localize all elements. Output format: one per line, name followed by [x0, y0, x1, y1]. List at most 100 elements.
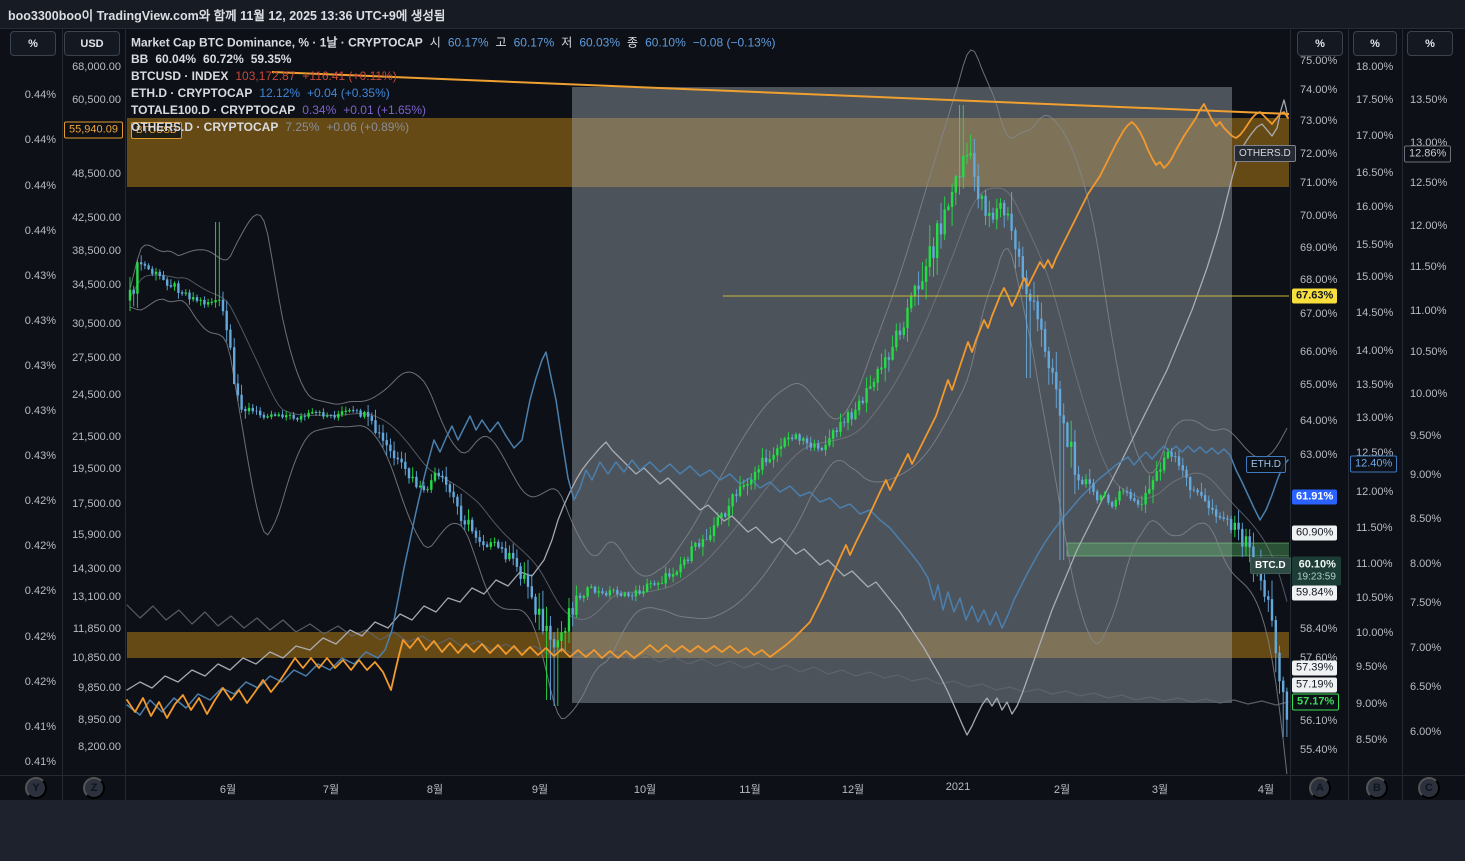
change-value: −0.08 (−0.13%): [692, 35, 776, 50]
scale-badge-a[interactable]: A: [1309, 777, 1331, 799]
high-value: 60.17%: [513, 35, 555, 50]
right-percent-unit-button-c[interactable]: %: [1407, 31, 1453, 56]
bb-name: BB: [131, 52, 149, 66]
scale-b-tick: 16.00%: [1356, 201, 1394, 213]
legend-others-row[interactable]: OTHERS.D · CRYPTOCAP 7.25% +0.06 (+0.89%…: [131, 120, 409, 134]
usd-tick: 30,500.00: [72, 318, 121, 330]
usd-tick: 10,850.00: [72, 652, 121, 664]
symbol-title: Market Cap BTC Dominance, % · 1날 · CRYPT…: [131, 35, 423, 50]
left-pct-tick: 0.42%: [24, 631, 56, 643]
time-tick: 3월: [1151, 784, 1169, 796]
price-label: 61.91%: [1292, 489, 1338, 505]
left-pct-tick: 0.44%: [24, 89, 56, 101]
axis-separator: [1402, 28, 1403, 800]
scale-c-tick: 11.50%: [1410, 261, 1447, 273]
time-tick: 6월: [219, 784, 237, 796]
open-label: 시: [429, 35, 441, 50]
series-tag: BTCUSD: [131, 122, 183, 139]
usd-tick: 38,500.00: [72, 245, 121, 257]
bb-upper: 60.72%: [203, 52, 244, 66]
totale-value: 0.34%: [302, 103, 337, 117]
scale-b-tick: 14.00%: [1356, 345, 1394, 357]
left-percent-unit-button[interactable]: %: [10, 31, 56, 56]
scale-c-tick: 10.00%: [1410, 388, 1448, 400]
legend-totale-row[interactable]: TOTALE100.D · CRYPTOCAP 0.34% +0.01 (+1.…: [131, 103, 426, 117]
usd-tick: 11,850.00: [72, 623, 121, 635]
scale-a-tick: 69.00%: [1300, 242, 1338, 254]
time-tick: 2월: [1053, 784, 1071, 796]
scale-c-tick: 9.50%: [1410, 430, 1442, 442]
price-label: 57.17%: [1292, 693, 1340, 711]
axis-separator: [125, 28, 126, 800]
scale-a-tick: 63.00%: [1300, 449, 1338, 461]
legend-btcusd-row[interactable]: BTCUSD · INDEX 103,172.87 +116.41 (+0.11…: [131, 69, 397, 83]
right-percent-unit-button-a[interactable]: %: [1297, 31, 1343, 56]
scale-c-tick: 10.50%: [1410, 346, 1448, 358]
high-label: 고: [495, 35, 507, 50]
scale-b-tick: 8.50%: [1356, 734, 1388, 746]
legend-ethd-row[interactable]: ETH.D · CRYPTOCAP 12.12% +0.04 (+0.35%): [131, 86, 390, 100]
candle-bodies-down: [132, 152, 1289, 720]
scale-b-tick: 9.00%: [1356, 698, 1388, 710]
time-tick: 4월: [1257, 784, 1275, 796]
bb-basis-line: [129, 187, 1288, 620]
series-tag: OTHERS.D: [1234, 145, 1296, 162]
scale-a-tick: 64.00%: [1300, 415, 1338, 427]
close-label: 종: [627, 35, 639, 50]
usd-tick: 13,100.00: [72, 591, 121, 603]
time-tick: 9월: [531, 784, 549, 796]
scale-b-tick: 15.50%: [1356, 239, 1394, 251]
price-label: 55,940.09: [64, 121, 123, 139]
right-percent-unit-button-b[interactable]: %: [1353, 31, 1397, 56]
scale-c-tick: 6.50%: [1410, 681, 1442, 693]
left-pct-tick: 0.42%: [24, 676, 56, 688]
scale-a-tick: 71.00%: [1300, 177, 1338, 189]
price-label: 57.19%: [1292, 677, 1338, 693]
usd-tick: 27,500.00: [72, 352, 121, 364]
scale-b-tick: 16.50%: [1356, 167, 1394, 179]
current-price-countdown-label: 60.10% 19:23:59: [1292, 556, 1341, 586]
candle-wicks-up: [129, 105, 1258, 706]
scale-c-tick: 13.50%: [1410, 94, 1448, 106]
scale-badge-z[interactable]: Z: [83, 777, 105, 799]
btcusd-change: +116.41 (+0.11%): [302, 69, 397, 83]
scale-badge-b[interactable]: B: [1366, 777, 1388, 799]
low-value: 60.03%: [579, 35, 621, 50]
scale-c-tick: 7.00%: [1410, 642, 1442, 654]
ethd-line: [126, 351, 1289, 716]
scale-a-tick: 72.00%: [1300, 148, 1338, 160]
totale100d-line: [126, 604, 1289, 706]
left-pct-tick: 0.43%: [24, 315, 56, 327]
time-tick: 2021: [945, 781, 971, 793]
time-tick: 8월: [426, 784, 444, 796]
scale-c-tick: 12.50%: [1410, 177, 1448, 189]
scale-a-tick: 74.00%: [1300, 84, 1338, 96]
support-zone-bottom: [127, 632, 1289, 658]
usd-tick: 17,500.00: [72, 498, 121, 510]
legend-bb-row[interactable]: BB 60.04% 60.72% 59.35%: [131, 52, 291, 66]
scale-b-tick: 17.00%: [1356, 130, 1394, 142]
usd-tick: 8,200.00: [78, 741, 121, 753]
scale-badge-y[interactable]: Y: [25, 777, 47, 799]
scale-badge-c[interactable]: C: [1418, 777, 1440, 799]
bb-basis: 60.04%: [155, 52, 197, 66]
scale-a-tick: 75.00%: [1300, 55, 1338, 67]
usd-unit-button[interactable]: USD: [64, 31, 120, 56]
others-value: 7.25%: [285, 120, 320, 134]
bb-lower-line: [129, 247, 1288, 774]
legend-main-row[interactable]: Market Cap BTC Dominance, % · 1날 · CRYPT…: [131, 34, 776, 51]
left-pct-tick: 0.44%: [24, 180, 56, 192]
time-tick: 7월: [322, 784, 340, 796]
axis-separator: [1290, 28, 1291, 800]
scale-a-tick: 73.00%: [1300, 115, 1338, 127]
usd-tick: 24,500.00: [72, 389, 121, 401]
scale-a-tick: 67.00%: [1300, 308, 1338, 320]
scale-a-tick: 66.00%: [1300, 346, 1338, 358]
totale-name: TOTALE100.D · CRYPTOCAP: [131, 103, 296, 117]
others-name: OTHERS.D · CRYPTOCAP: [131, 120, 279, 134]
share-header: boo3300boo이 TradingView.com와 함께 11월 12, …: [0, 0, 1465, 29]
left-pct-tick: 0.42%: [24, 585, 56, 597]
series-tag: ETH.D: [1246, 456, 1286, 473]
scale-b-tick: 9.50%: [1356, 661, 1388, 673]
